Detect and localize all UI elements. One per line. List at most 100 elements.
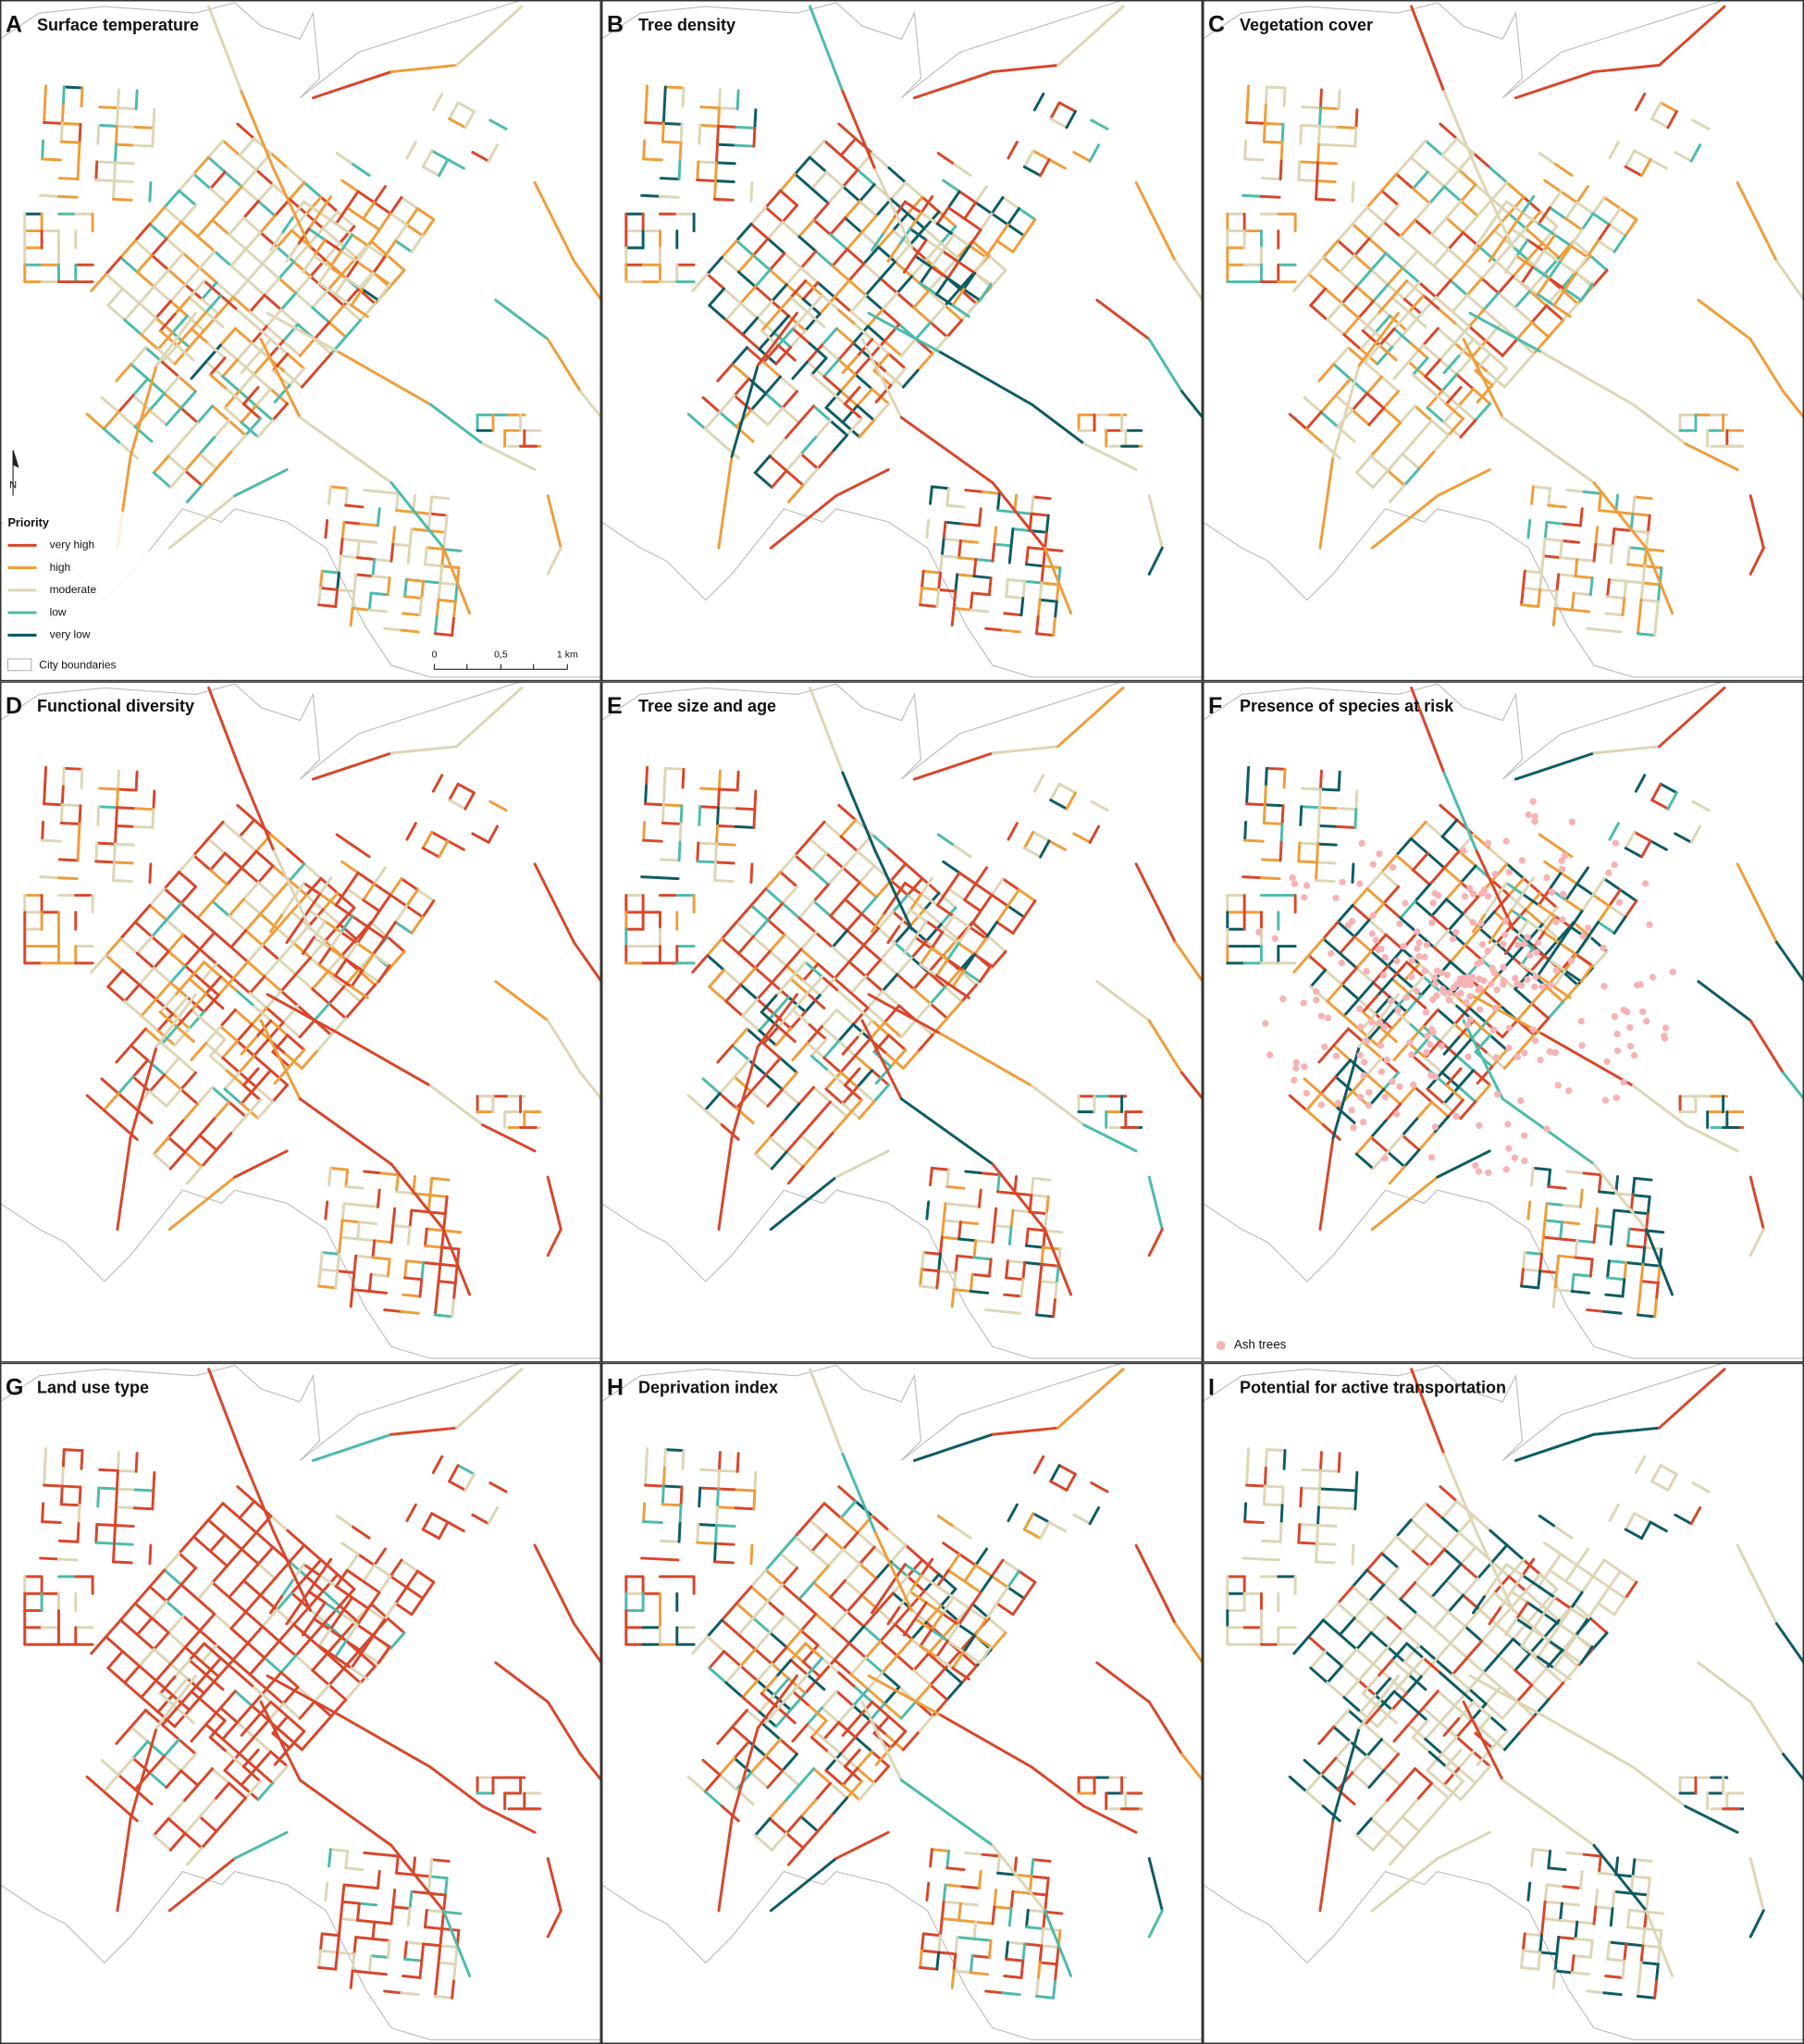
street	[221, 1502, 241, 1519]
street	[435, 1280, 440, 1300]
street	[736, 1617, 755, 1637]
street	[781, 1769, 801, 1787]
street	[451, 1281, 457, 1302]
street	[1608, 141, 1620, 160]
street	[977, 507, 982, 527]
street	[1338, 254, 1356, 274]
street	[1564, 201, 1579, 220]
street	[922, 908, 943, 926]
street	[1555, 573, 1561, 593]
street	[113, 1523, 117, 1545]
street	[1562, 522, 1582, 527]
street	[118, 921, 137, 940]
ash-tree	[1289, 873, 1296, 882]
street	[367, 608, 388, 613]
street	[1409, 1518, 1429, 1537]
street	[1407, 992, 1427, 1010]
street	[1439, 341, 1456, 362]
street	[723, 287, 743, 305]
street	[420, 1261, 426, 1282]
street	[211, 404, 231, 423]
street	[1650, 782, 1662, 802]
street	[1374, 314, 1391, 334]
street	[841, 354, 859, 375]
street	[871, 232, 884, 252]
street	[644, 120, 665, 125]
street	[1427, 866, 1446, 886]
street	[791, 1673, 809, 1693]
street	[1030, 1765, 1086, 1808]
street	[345, 871, 360, 891]
street	[1748, 1175, 1765, 1232]
street	[1354, 471, 1375, 489]
street	[1612, 234, 1627, 254]
street	[1457, 1766, 1477, 1785]
street	[300, 1731, 318, 1752]
street	[405, 1503, 417, 1522]
street	[984, 1602, 999, 1621]
street	[973, 1634, 993, 1649]
street	[219, 1024, 240, 1043]
street	[130, 363, 150, 380]
street	[1748, 338, 1785, 393]
street	[774, 1658, 793, 1679]
street	[1465, 1656, 1486, 1674]
street	[908, 908, 926, 928]
street	[1649, 839, 1668, 851]
street	[1545, 520, 1565, 526]
street	[1602, 1558, 1622, 1573]
street	[1748, 1228, 1765, 1257]
street	[113, 161, 117, 182]
street	[437, 581, 442, 601]
street	[279, 216, 294, 236]
street	[808, 820, 826, 840]
street	[1318, 106, 1341, 111]
ash-tree	[1567, 957, 1575, 964]
street	[488, 118, 508, 130]
street	[167, 933, 185, 953]
street	[920, 569, 925, 589]
street	[925, 1200, 931, 1220]
street	[768, 454, 788, 473]
street	[433, 1313, 454, 1319]
street	[408, 1889, 414, 1911]
street	[1371, 1831, 1390, 1852]
street	[1351, 222, 1371, 241]
street	[1334, 1059, 1353, 1079]
street	[229, 1627, 250, 1645]
street	[116, 787, 138, 792]
street	[240, 354, 258, 375]
street	[254, 168, 275, 186]
street	[1326, 302, 1344, 322]
street	[1426, 1071, 1444, 1091]
street	[133, 239, 154, 257]
street	[1594, 1223, 1614, 1229]
street	[716, 363, 735, 383]
ash-tree	[1431, 889, 1439, 898]
street	[441, 1909, 472, 1977]
street	[319, 876, 340, 895]
street	[785, 452, 803, 473]
street	[939, 1604, 959, 1622]
street	[1297, 860, 1318, 864]
street	[927, 273, 945, 293]
street	[278, 277, 298, 295]
street	[389, 877, 403, 897]
street	[179, 220, 200, 239]
street	[920, 1574, 939, 1589]
street	[533, 862, 575, 944]
street	[954, 573, 959, 593]
street	[715, 806, 720, 827]
street	[1316, 1505, 1339, 1510]
street	[714, 824, 719, 846]
panel-title: Land use type	[37, 1378, 149, 1396]
street	[198, 931, 216, 951]
street	[1265, 85, 1287, 90]
street	[1569, 244, 1589, 259]
street	[824, 406, 845, 424]
street	[1658, 5, 1726, 67]
panel-letter: C	[1208, 12, 1225, 38]
street	[179, 1087, 200, 1106]
street	[244, 230, 262, 251]
street	[344, 999, 363, 1020]
